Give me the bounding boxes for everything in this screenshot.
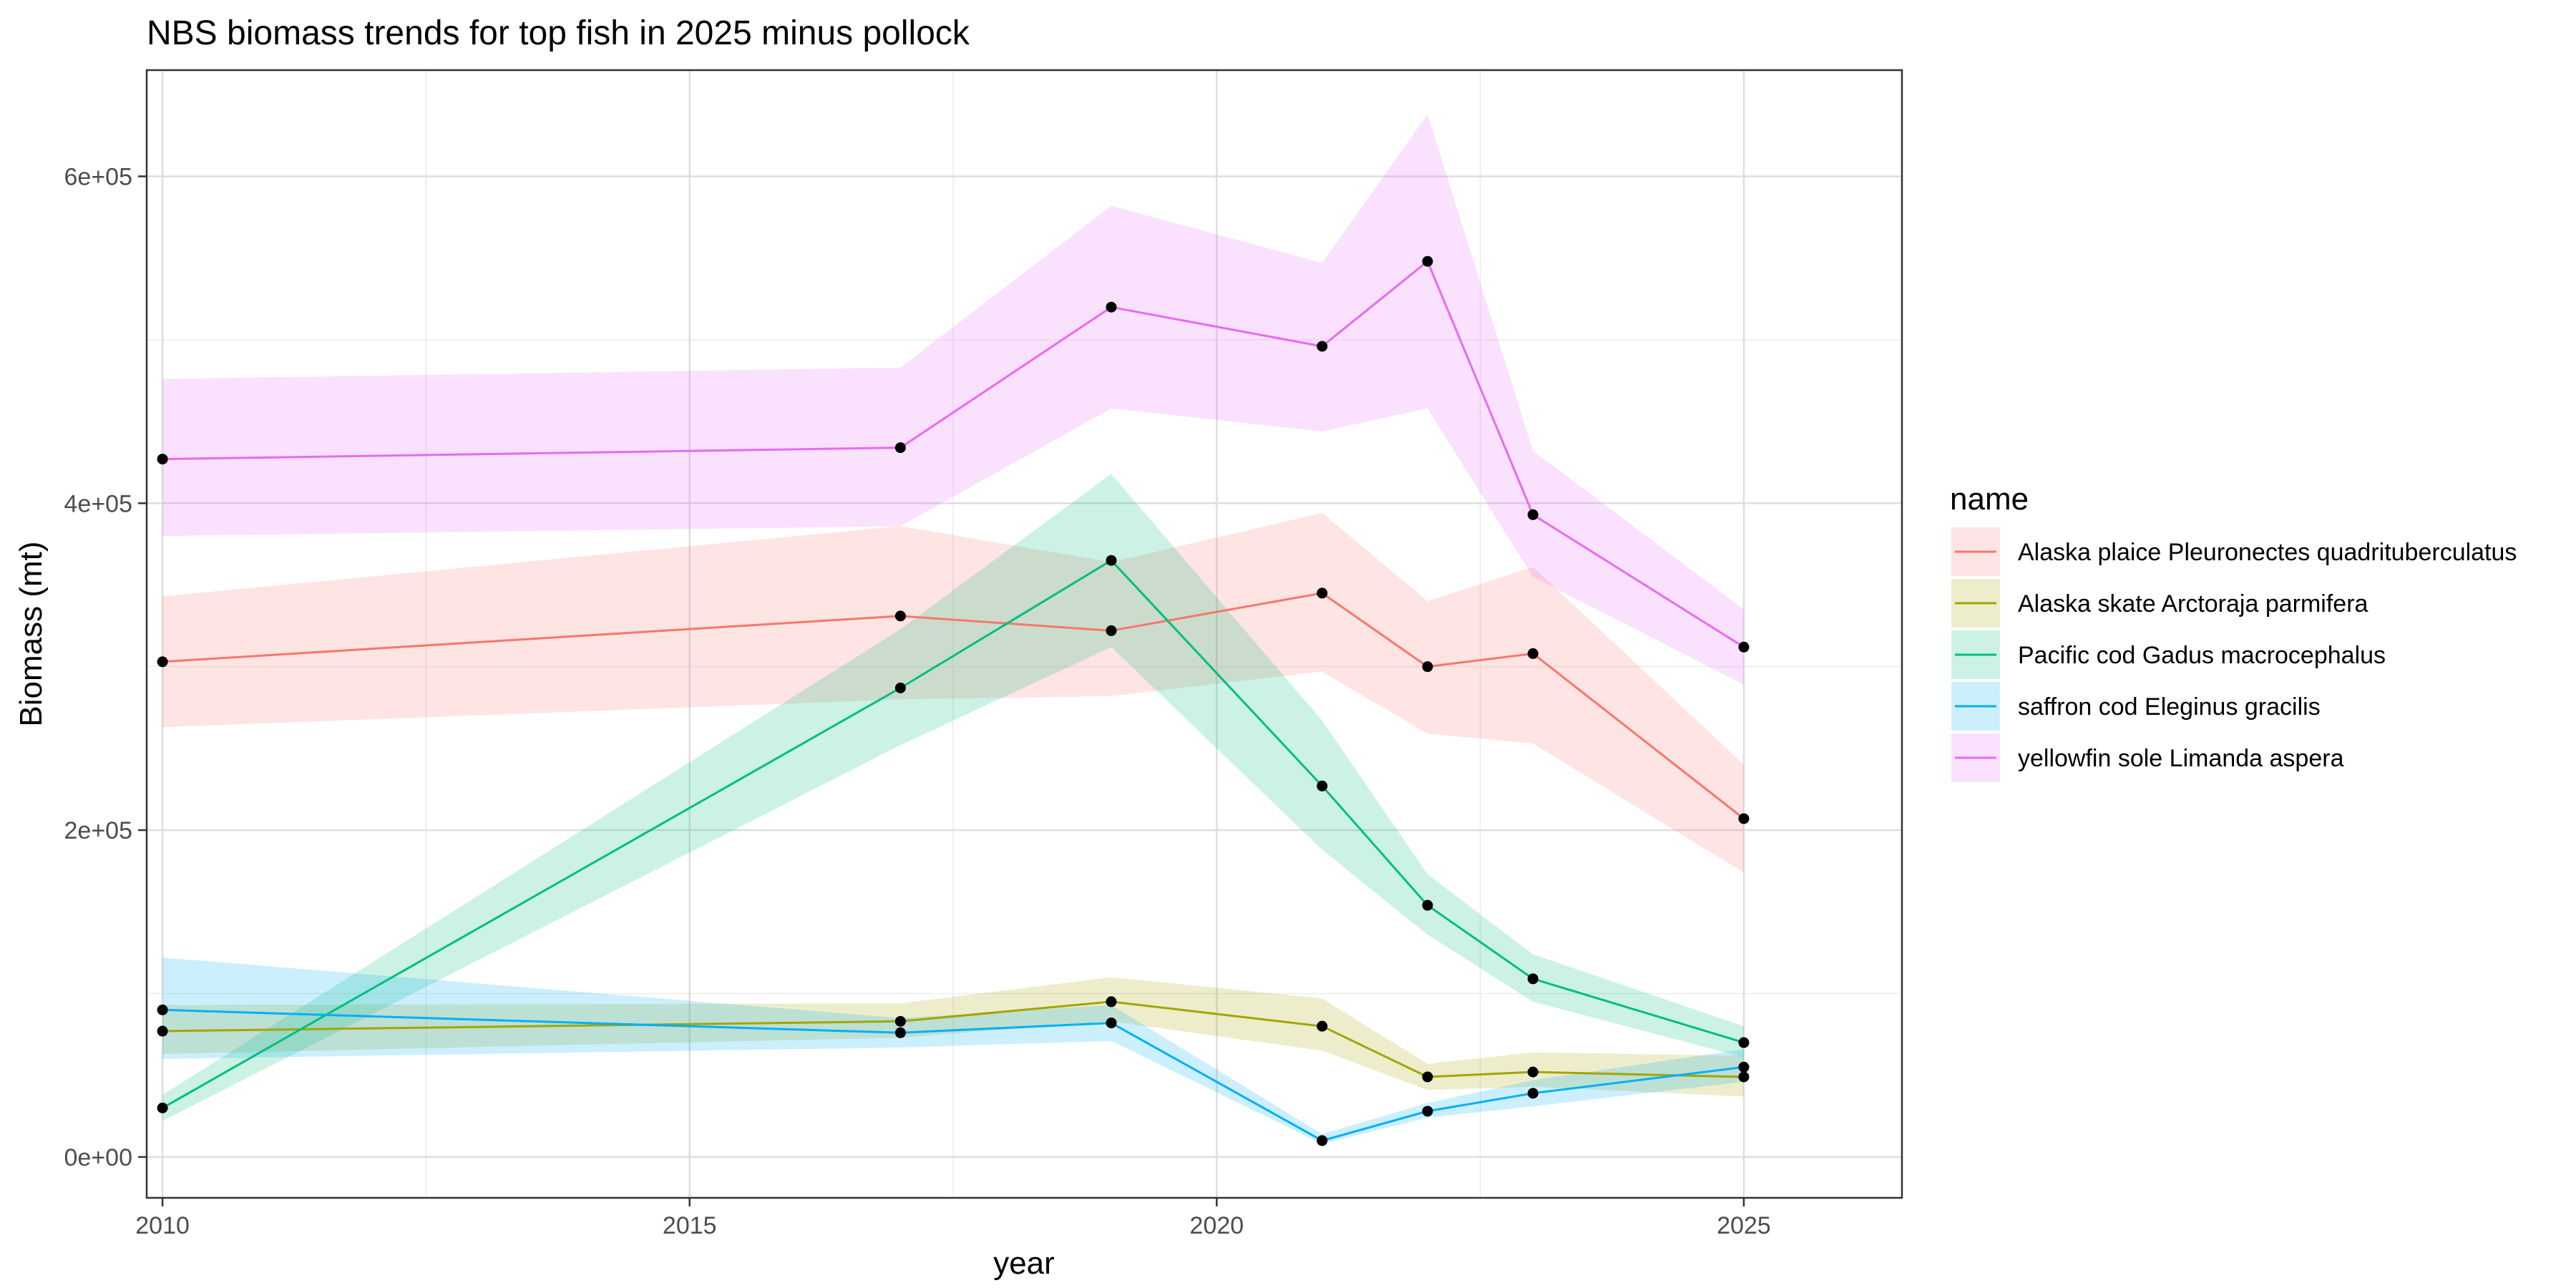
legend-label-yellowfin-sole-limanda-aspera: yellowfin sole Limanda aspera bbox=[2018, 745, 2344, 772]
point-pacific-cod-gadus-macrocephalus bbox=[894, 682, 906, 693]
point-yellowfin-sole-limanda-aspera bbox=[157, 454, 168, 465]
y-axis: 0e+00 2e+05 4e+05 6e+05 bbox=[64, 163, 147, 1171]
point-saffron-cod-eleginus-gracilis bbox=[157, 1004, 168, 1015]
y-axis-label: Biomass (mt) bbox=[14, 541, 49, 726]
legend-item-alaska-plaice-pleuronectes-quadrituberculatus: Alaska plaice Pleuronectes quadritubercu… bbox=[1951, 527, 2517, 576]
data-points bbox=[157, 255, 1750, 1146]
point-yellowfin-sole-limanda-aspera bbox=[1317, 341, 1328, 352]
y-tick-label: 4e+05 bbox=[64, 490, 133, 517]
point-alaska-skate-arctoraja-parmifera bbox=[1738, 1071, 1750, 1083]
legend-label-saffron-cod-eleginus-gracilis: saffron cod Eleginus gracilis bbox=[2018, 693, 2321, 721]
chart-title: NBS biomass trends for top fish in 2025 … bbox=[147, 14, 970, 52]
x-tick-label: 2020 bbox=[1190, 1212, 1244, 1239]
legend-label-alaska-plaice-pleuronectes-quadrituberculatus: Alaska plaice Pleuronectes quadritubercu… bbox=[2018, 539, 2517, 566]
y-tick-label: 0e+00 bbox=[64, 1144, 133, 1171]
legend-item-alaska-skate-arctoraja-parmifera: Alaska skate Arctoraja parmifera bbox=[1951, 579, 2368, 628]
point-yellowfin-sole-limanda-aspera bbox=[1106, 301, 1117, 313]
point-pacific-cod-gadus-macrocephalus bbox=[1106, 555, 1117, 566]
x-axis-label: year bbox=[993, 1246, 1055, 1281]
point-yellowfin-sole-limanda-aspera bbox=[1738, 641, 1750, 653]
y-tick-label: 2e+05 bbox=[64, 817, 133, 844]
point-saffron-cod-eleginus-gracilis bbox=[1317, 1135, 1328, 1146]
point-yellowfin-sole-limanda-aspera bbox=[1422, 255, 1433, 267]
x-tick-label: 2010 bbox=[135, 1212, 190, 1239]
point-saffron-cod-eleginus-gracilis bbox=[1738, 1061, 1750, 1073]
point-yellowfin-sole-limanda-aspera bbox=[894, 442, 906, 454]
legend-title: name bbox=[1950, 482, 2029, 517]
legend: name Alaska plaice Pleuronectes quadritu… bbox=[1950, 482, 2517, 782]
band-alaska-plaice-pleuronectes-quadrituberculatus bbox=[162, 513, 1744, 873]
band-saffron-cod-eleginus-gracilis bbox=[162, 957, 1744, 1144]
grid bbox=[147, 70, 1902, 1198]
legend-label-pacific-cod-gadus-macrocephalus: Pacific cod Gadus macrocephalus bbox=[2018, 642, 2386, 669]
point-alaska-skate-arctoraja-parmifera bbox=[1106, 996, 1117, 1008]
point-alaska-plaice-pleuronectes-quadrituberculatus bbox=[894, 610, 906, 622]
x-tick-label: 2015 bbox=[663, 1212, 717, 1239]
x-tick-label: 2025 bbox=[1717, 1212, 1771, 1239]
point-pacific-cod-gadus-macrocephalus bbox=[1738, 1037, 1750, 1048]
point-alaska-skate-arctoraja-parmifera bbox=[157, 1025, 168, 1037]
legend-item-pacific-cod-gadus-macrocephalus: Pacific cod Gadus macrocephalus bbox=[1951, 630, 2386, 679]
point-alaska-plaice-pleuronectes-quadrituberculatus bbox=[1527, 648, 1538, 659]
point-pacific-cod-gadus-macrocephalus bbox=[1422, 899, 1433, 911]
plot-border bbox=[145, 69, 1903, 1199]
legend-item-yellowfin-sole-limanda-aspera: yellowfin sole Limanda aspera bbox=[1951, 733, 2344, 782]
legend-item-saffron-cod-eleginus-gracilis: saffron cod Eleginus gracilis bbox=[1951, 682, 2321, 731]
x-axis: 2010 2015 2020 2025 bbox=[135, 1198, 1771, 1239]
point-saffron-cod-eleginus-gracilis bbox=[894, 1027, 906, 1038]
point-alaska-skate-arctoraja-parmifera bbox=[894, 1015, 906, 1027]
point-pacific-cod-gadus-macrocephalus bbox=[1527, 973, 1538, 985]
band-pacific-cod-gadus-macrocephalus bbox=[162, 474, 1744, 1121]
band-yellowfin-sole-limanda-aspera bbox=[162, 114, 1744, 685]
point-alaska-plaice-pleuronectes-quadrituberculatus bbox=[1317, 587, 1328, 599]
point-yellowfin-sole-limanda-aspera bbox=[1527, 509, 1538, 520]
y-tick-label: 6e+05 bbox=[64, 163, 133, 190]
point-saffron-cod-eleginus-gracilis bbox=[1527, 1088, 1538, 1099]
plot-area bbox=[145, 69, 1903, 1199]
point-alaska-skate-arctoraja-parmifera bbox=[1527, 1066, 1538, 1078]
band-alaska-skate-arctoraja-parmifera bbox=[162, 977, 1744, 1097]
point-pacific-cod-gadus-macrocephalus bbox=[157, 1102, 168, 1113]
point-alaska-skate-arctoraja-parmifera bbox=[1422, 1071, 1433, 1083]
point-alaska-plaice-pleuronectes-quadrituberculatus bbox=[157, 656, 168, 668]
point-alaska-plaice-pleuronectes-quadrituberculatus bbox=[1738, 813, 1750, 824]
point-saffron-cod-eleginus-gracilis bbox=[1106, 1018, 1117, 1029]
point-saffron-cod-eleginus-gracilis bbox=[1422, 1106, 1433, 1117]
legend-label-alaska-skate-arctoraja-parmifera: Alaska skate Arctoraja parmifera bbox=[2018, 590, 2368, 618]
point-pacific-cod-gadus-macrocephalus bbox=[1317, 780, 1328, 791]
point-alaska-skate-arctoraja-parmifera bbox=[1317, 1020, 1328, 1032]
point-alaska-plaice-pleuronectes-quadrituberculatus bbox=[1106, 625, 1117, 636]
confidence-bands bbox=[162, 114, 1744, 1144]
point-alaska-plaice-pleuronectes-quadrituberculatus bbox=[1422, 661, 1433, 673]
